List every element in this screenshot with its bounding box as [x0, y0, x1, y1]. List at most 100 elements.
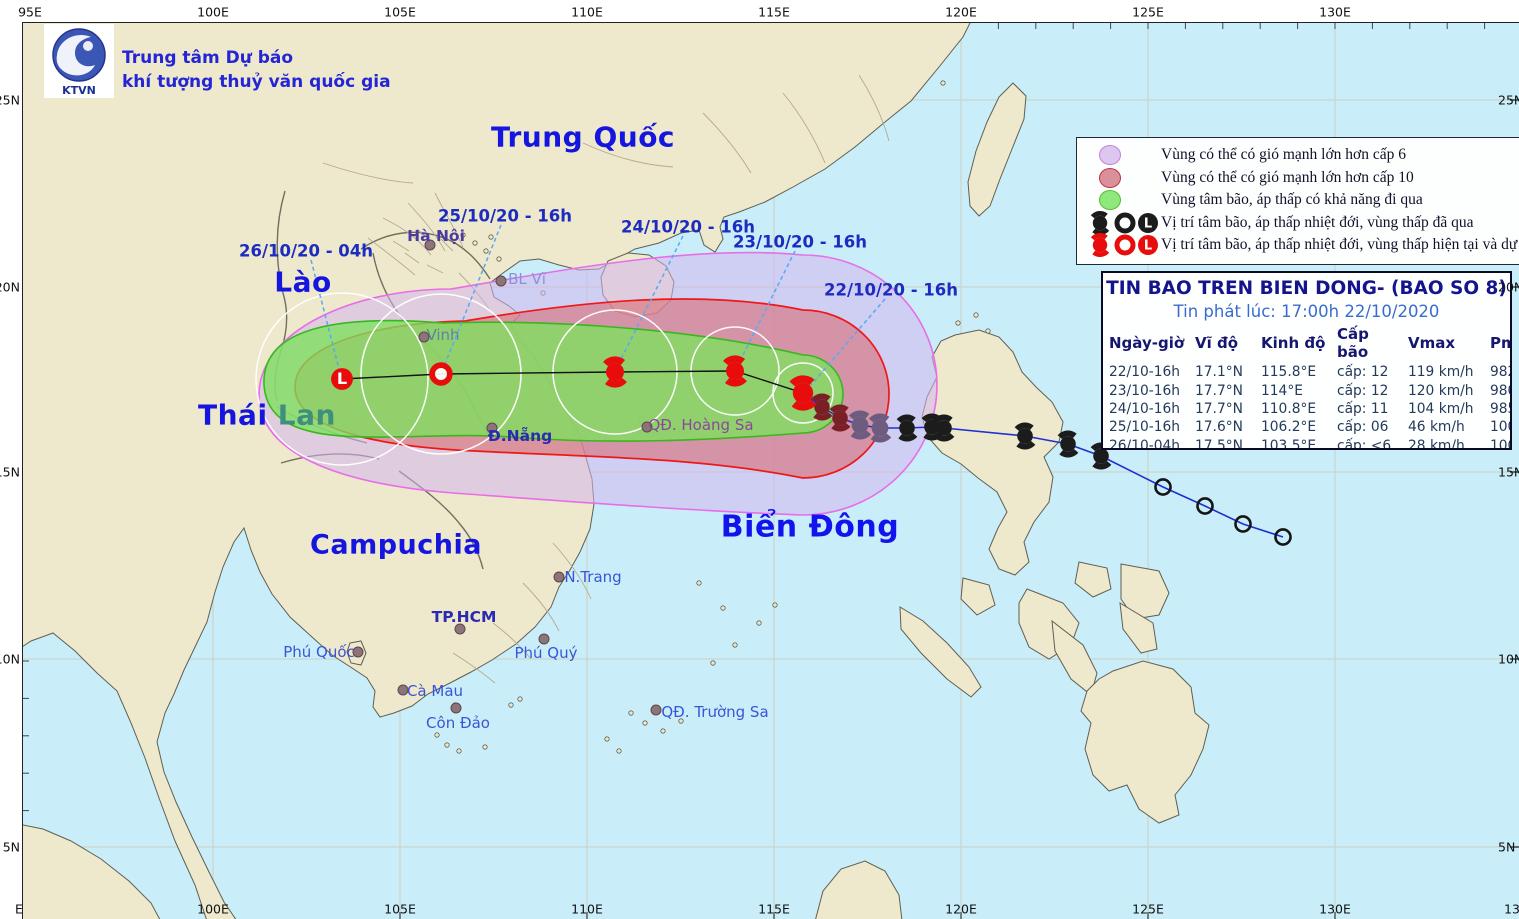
logo-swirl-icon	[56, 35, 95, 76]
storm-symbols: L	[331, 355, 1292, 546]
legend-zone-icon	[1099, 145, 1121, 166]
legend-storm-icons: L	[1090, 233, 1158, 258]
axis-label-top: 110E	[571, 4, 603, 20]
svg-text:L: L	[1144, 216, 1152, 231]
org-name-line1: Trung tâm Dự báo	[122, 48, 294, 68]
low-icon: L	[1138, 235, 1158, 256]
legend-label: Vùng tâm bão, áp thấp có khả năng đi qua	[1161, 191, 1423, 209]
bulletin-col-header: Kinh độ	[1261, 334, 1326, 352]
border-china-vietnam	[360, 231, 491, 280]
org-name-line2: khí tượng thuỷ văn quốc gia	[122, 72, 391, 92]
islet	[985, 328, 991, 334]
islet	[732, 642, 738, 648]
land-borneo-tip	[815, 860, 903, 919]
bulletin-cell: 985 mb	[1490, 400, 1510, 417]
islet	[940, 80, 946, 86]
legend-label: Vùng có thể có gió mạnh lớn hơn cấp 10	[1161, 168, 1414, 186]
map-canvas: L Trung Quốc Lào Thái Lan Campuchia Biển Đôn…	[22, 22, 1519, 919]
bulletin-cell: 1002 mb	[1490, 419, 1510, 436]
legend-label: Vị trí tâm bão, áp thấp nhiệt đới, vùng …	[1161, 213, 1474, 231]
legend-row: Vùng có thể có gió mạnh lớn hơn cấp 6	[1087, 144, 1519, 167]
land-leyte	[1119, 602, 1158, 654]
axis-label-top: 100E	[197, 4, 229, 20]
bulletin-title: TIN BAO TREN BIEN DONG- (BAO SO 8)	[1106, 278, 1507, 299]
logo-dot-icon	[83, 41, 93, 51]
legend-symbol-cell	[1087, 145, 1161, 166]
forecast-storm-symbol	[723, 355, 747, 387]
islet	[452, 702, 458, 708]
bulletin-col-header: Ngày-giờ	[1109, 334, 1185, 352]
logo-text: KTVN	[62, 84, 96, 97]
svg-text:L: L	[1144, 239, 1152, 254]
bulletin-cell: 110.8°E	[1261, 400, 1317, 417]
date-leader-line	[310, 259, 341, 374]
bulletin-cell: 17.6°N	[1195, 419, 1243, 436]
legend-row: L Vị trí tâm bão, áp thấp nhiệt đới, vùng…	[1087, 210, 1519, 235]
bulletin-cell: cấp: <6	[1337, 437, 1392, 450]
islet	[955, 320, 961, 326]
islet	[444, 742, 450, 748]
bulletin-cell: 103.5°E	[1261, 437, 1317, 450]
bulletin-row: 23/10-16h 17.7°N 114°E cấp: 12 120 km/h 980 m…	[1103, 381, 1510, 399]
islet	[483, 248, 489, 254]
islet	[660, 728, 666, 734]
legend-box: Vùng có thể có gió mạnh lớn hơn cấp 6 Vùn…	[1076, 137, 1519, 265]
bulletin-cell: cấp: 06	[1337, 419, 1389, 436]
past-storm-symbol	[848, 410, 872, 440]
axis-label-right: 15N	[1498, 464, 1519, 480]
islet	[488, 234, 494, 240]
past-low-circle	[1154, 478, 1172, 496]
axis-label-top: 105E	[384, 4, 416, 20]
axis-label-right: 10N	[1498, 651, 1519, 667]
bulletin-cell: 115.8°E	[1261, 364, 1317, 381]
islet	[772, 602, 778, 608]
bulletin-cell: cấp: 12	[1337, 364, 1389, 381]
islet	[616, 748, 622, 754]
bulletin-cell: 24/10-16h	[1109, 400, 1181, 417]
legend-row: L Vị trí tâm bão, áp thấp nhiệt đới, vùng…	[1087, 233, 1519, 258]
land-palawan	[899, 606, 982, 698]
axis-label-top: 130E	[1319, 4, 1351, 20]
past-storm-symbol	[1014, 422, 1036, 450]
past-storm-symbol	[829, 404, 851, 432]
legend-label: Vị trí tâm bão, áp thấp nhiệt đới, vùng …	[1161, 236, 1519, 254]
bulletin-col-header: Cấp bão	[1337, 325, 1369, 361]
axis-label-bottom: E	[15, 901, 23, 917]
bulletin-cell: cấp: 12	[1337, 382, 1389, 399]
islet	[720, 605, 726, 611]
bulletin-cell: 119 km/h	[1408, 364, 1474, 381]
bulletin-col-header: Pmin	[1490, 334, 1510, 352]
bulletin-cell: 28 km/h	[1408, 437, 1465, 450]
legend-zone-icon	[1099, 190, 1121, 211]
past-storm-symbol	[896, 414, 918, 442]
legend-row: Vùng có thể có gió mạnh lớn hơn cấp 10	[1087, 167, 1519, 190]
axis-label-bottom: 110E	[571, 901, 603, 917]
legend-row: Vùng tâm bão, áp thấp có khả năng đi qua	[1087, 189, 1519, 212]
date-leader-line	[616, 235, 684, 368]
probability-circle	[360, 293, 522, 455]
axis-label-bottom: 115E	[758, 901, 790, 917]
axis-label-right: 25N	[1498, 92, 1519, 108]
axis-label-top: 120E	[945, 4, 977, 20]
legend-symbol-cell	[1087, 167, 1161, 188]
probability-circle	[255, 292, 429, 466]
islet	[628, 710, 634, 716]
islet	[496, 256, 502, 262]
islet	[696, 580, 702, 586]
forecast-low-symbol: L	[331, 368, 353, 390]
axis-label-left: 15N	[0, 464, 20, 480]
past-low-circle	[1274, 528, 1292, 546]
axis-label-left: 10N	[0, 651, 20, 667]
bulletin-cell: cấp: 11	[1337, 400, 1389, 417]
forecast-cones	[258, 251, 938, 516]
axis-label-bottom: 120E	[945, 901, 977, 917]
low-icon: L	[1138, 212, 1158, 233]
bulletin-cell: 17.7°N	[1195, 382, 1243, 399]
date-leader-line	[736, 250, 796, 368]
bulletin-cell: 980 mb	[1490, 382, 1510, 399]
bulletin-row: 22/10-16h 17.1°N 115.8°E cấp: 12 119 km/h 982…	[1103, 363, 1510, 381]
islet	[508, 702, 514, 708]
past-low-circle	[1234, 515, 1252, 533]
bulletin-cell: 17.7°N	[1195, 400, 1243, 417]
